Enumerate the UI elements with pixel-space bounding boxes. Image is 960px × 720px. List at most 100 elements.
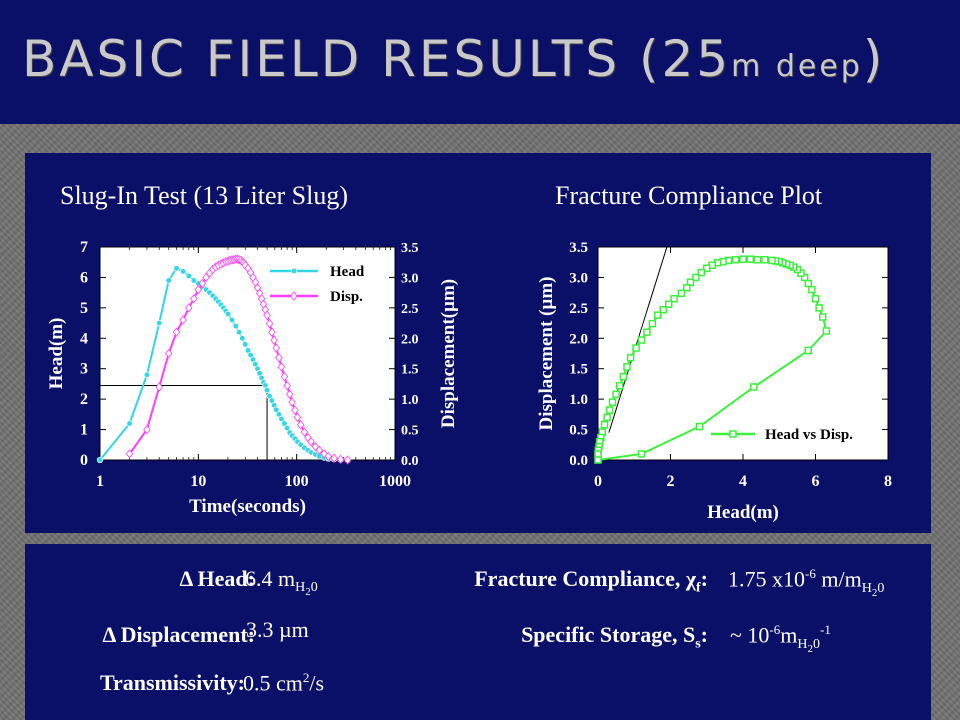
slug-y-tick-label: 0 bbox=[80, 452, 88, 469]
compliance-series-point bbox=[603, 413, 611, 422]
slug-y-tick-label: 4 bbox=[80, 330, 88, 347]
compliance-series-point bbox=[746, 255, 754, 263]
compliance-series-point bbox=[594, 450, 602, 458]
compliance-y-tick-label: 3.0 bbox=[569, 270, 588, 286]
compliance-series-point bbox=[739, 255, 747, 263]
compliance-y-tick-label: 1.0 bbox=[569, 392, 588, 408]
slug-series-point-1 bbox=[336, 454, 345, 465]
compliance-series-point bbox=[768, 256, 776, 265]
slug-y2-tick-label: 1.0 bbox=[401, 393, 419, 408]
slug-series-point-1 bbox=[179, 315, 187, 325]
slug-series-point-1 bbox=[165, 348, 173, 359]
compliance-series-point bbox=[643, 328, 651, 336]
compliance-plot-title: Fracture Compliance Plot bbox=[555, 181, 823, 210]
slug-series-point-0 bbox=[273, 406, 280, 413]
slug-series-point-0 bbox=[278, 415, 285, 423]
slug-x-tick-label: 1 bbox=[96, 473, 104, 490]
compliance-series-point bbox=[753, 256, 762, 264]
slug-y-tick-label: 1 bbox=[80, 422, 88, 439]
slug-series-point-1 bbox=[286, 389, 294, 399]
slug-series-point-0 bbox=[242, 341, 249, 348]
slug-y-tick-label: 5 bbox=[80, 300, 88, 317]
slug-series-point-1 bbox=[125, 449, 134, 459]
slug-series-point-1 bbox=[268, 327, 276, 337]
slug-series-point-0 bbox=[232, 322, 239, 330]
compliance-series-point bbox=[605, 406, 614, 414]
slug-series-point-0 bbox=[281, 420, 288, 427]
compliance-series-point bbox=[608, 398, 617, 406]
compliance-series-point bbox=[637, 336, 646, 344]
compliance-x-tick-label: 0 bbox=[594, 473, 602, 490]
slug-y2-axis-title: Displacement(µm) bbox=[438, 279, 459, 428]
compliance-series-point bbox=[819, 313, 827, 321]
compliance-series-point bbox=[612, 390, 620, 399]
compliance-y-tick-label: 2.0 bbox=[569, 331, 588, 347]
compliance-series-point bbox=[654, 311, 662, 319]
delta-displacement-label: Δ Displacement: bbox=[102, 622, 256, 647]
delta-head-value: 6.4 mH20 bbox=[245, 566, 318, 599]
compliance-y-tick-label: 0.5 bbox=[569, 423, 588, 439]
slug-series-point-0 bbox=[239, 335, 246, 342]
slug-series-point-1 bbox=[280, 371, 289, 382]
specific-storage-value: ~ 10-6mH20-1 bbox=[730, 622, 831, 655]
slug-series-point-0 bbox=[185, 272, 192, 280]
slug-series-point-1 bbox=[275, 353, 283, 363]
slug-y2-tick-label: 3.0 bbox=[401, 271, 419, 286]
slug-y2-tick-label: 1.5 bbox=[401, 363, 419, 378]
specific-storage-label: Specific Storage, Ss: bbox=[521, 622, 708, 652]
slug-series-point-0 bbox=[263, 386, 271, 394]
compliance-series-point bbox=[616, 382, 624, 390]
slug-legend-marker-1 bbox=[290, 291, 298, 301]
slug-legend-label-0: Head bbox=[330, 264, 365, 280]
slug-series-point-1 bbox=[300, 427, 309, 437]
compliance-series-point bbox=[697, 268, 706, 277]
slug-series-point-1 bbox=[297, 420, 305, 430]
slug-y2-tick-label: 2.5 bbox=[401, 302, 419, 317]
transmissivity-label: Transmissivity: bbox=[99, 670, 245, 695]
slug-series-point-0 bbox=[228, 316, 236, 324]
slug-series-point-1 bbox=[343, 455, 352, 465]
slug-series-point-1 bbox=[330, 453, 338, 463]
slug-series-point-1 bbox=[143, 424, 151, 435]
compliance-x-axis-title: Head(m) bbox=[707, 502, 779, 523]
slug-series-point-0 bbox=[179, 268, 187, 275]
slug-series-point-1 bbox=[315, 445, 324, 455]
compliance-series-point bbox=[804, 279, 812, 288]
fracture-compliance-value: 1.75 x10-6 m/mH20 bbox=[728, 566, 885, 599]
delta-head-label: Δ Head: bbox=[179, 566, 255, 591]
compliance-legend-label: Head vs Disp. bbox=[765, 427, 853, 443]
compliance-series-point bbox=[648, 319, 657, 328]
slug-y-tick-label: 6 bbox=[80, 269, 88, 286]
slug-y-tick-label: 7 bbox=[80, 239, 88, 256]
slug-legend-marker-0 bbox=[290, 267, 298, 275]
results-panel: Δ Head: 6.4 mH20 Δ Displacement: 3.3 µm … bbox=[25, 544, 931, 720]
compliance-series-point bbox=[808, 285, 816, 294]
slug-x-axis-title: Time(seconds) bbox=[189, 496, 306, 517]
delta-displacement-value: 3.3 µm bbox=[246, 617, 309, 642]
compliance-series-point bbox=[664, 300, 673, 308]
slug-series-point-0 bbox=[165, 277, 172, 284]
compliance-series-point bbox=[683, 284, 691, 292]
slug-series-point-1 bbox=[198, 278, 207, 289]
slug-series-point-0 bbox=[126, 420, 133, 427]
compliance-series-point bbox=[703, 264, 711, 273]
slug-series-point-1 bbox=[194, 284, 203, 295]
slug-series-point-1 bbox=[272, 343, 280, 353]
compliance-series-point bbox=[695, 422, 704, 431]
slug-series-point-1 bbox=[293, 412, 302, 423]
compliance-series-point bbox=[659, 305, 667, 314]
slug-series-point-1 bbox=[283, 381, 291, 391]
compliance-x-tick-label: 4 bbox=[739, 473, 747, 490]
compliance-series-point bbox=[750, 383, 758, 391]
compliance-y-axis-title: Displacement (µm) bbox=[536, 277, 557, 431]
compliance-legend-marker bbox=[729, 430, 737, 438]
compliance-series-point bbox=[600, 420, 609, 429]
slug-series-point-0 bbox=[96, 456, 104, 464]
slug-x-tick-label: 10 bbox=[190, 473, 206, 490]
compliance-series-point bbox=[804, 346, 812, 355]
slug-y2-tick-label: 0.5 bbox=[401, 424, 419, 439]
slug-series-point-1 bbox=[155, 382, 163, 392]
slug-series-point-1 bbox=[185, 303, 193, 313]
compliance-series-point bbox=[761, 256, 769, 264]
